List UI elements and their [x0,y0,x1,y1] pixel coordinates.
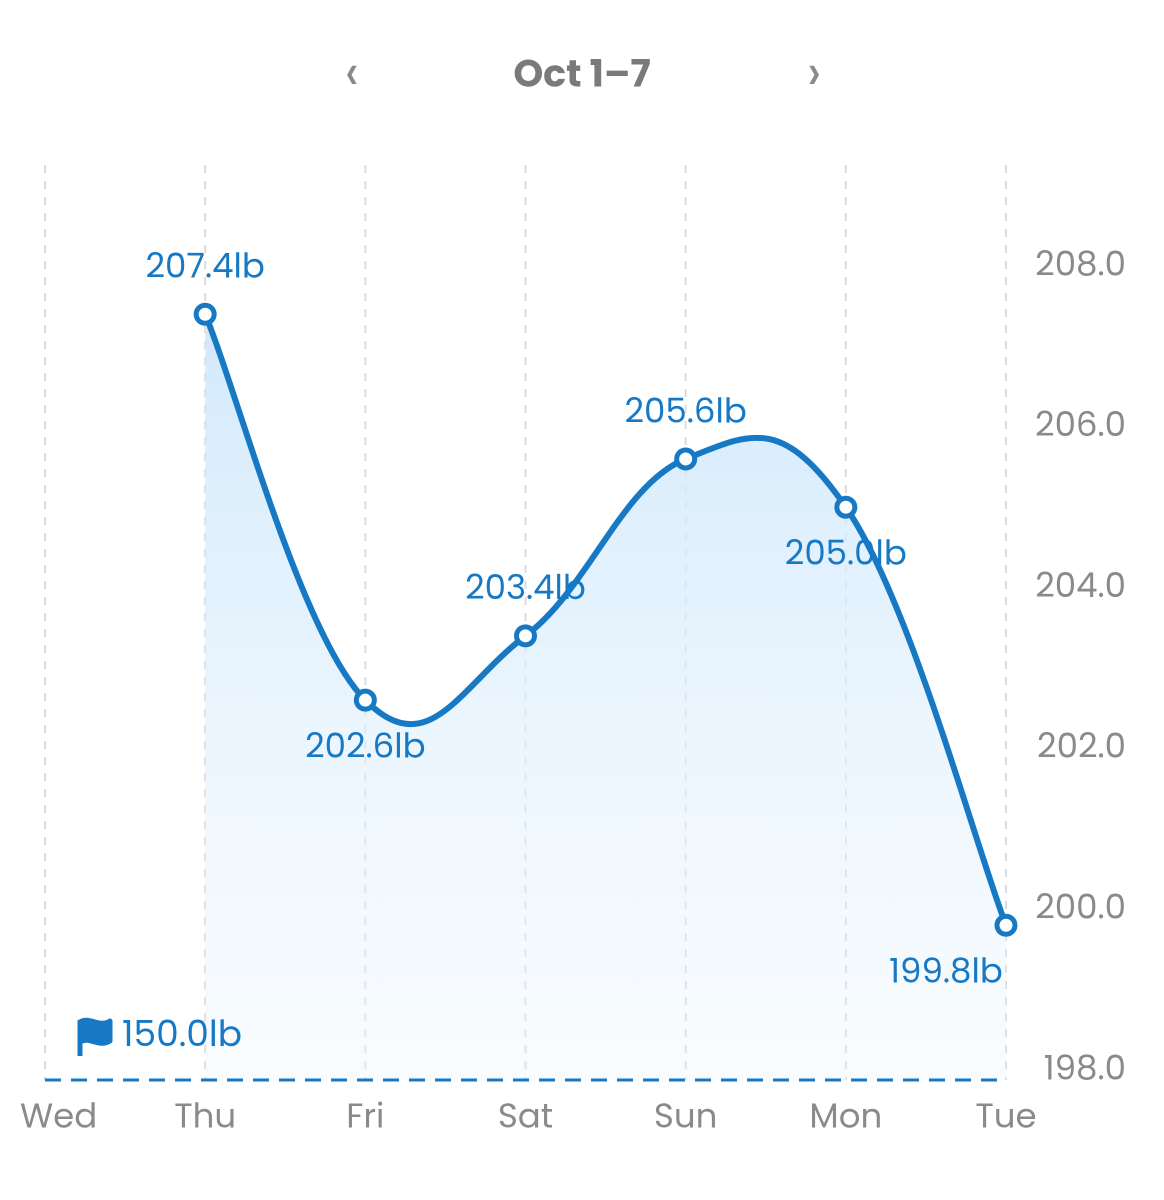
x-tick-label: Sat [498,1091,553,1139]
next-button[interactable]: › [807,36,822,109]
value-label: 199.8lb [889,947,1003,995]
data-point [994,913,1018,937]
x-tick-label: Sun [654,1091,717,1139]
x-tick-label: Wed [20,1091,97,1139]
data-point [514,624,537,648]
goal-flag-icon [77,1017,113,1056]
value-label: 205.6lb [624,386,746,434]
y-tick-label: 198.0 [1044,1043,1126,1091]
x-tick-label: Tue [975,1091,1036,1139]
goal-label: 150.0lb [122,1008,242,1059]
y-tick-label: 206.0 [1035,400,1126,448]
value-label: 207.4lb [145,242,264,290]
y-tick-label: 200.0 [1035,883,1126,931]
prev-button[interactable]: ‹ [345,36,360,109]
data-point [193,302,217,326]
value-label: 205.0lb [785,529,907,577]
y-tick-label: 208.0 [1035,239,1126,287]
value-label: 203.4lb [465,563,586,611]
y-tick-label: 204.0 [1035,561,1126,609]
data-point [353,688,377,712]
area-fill [205,314,1006,1080]
x-tick-label: Fri [346,1091,384,1139]
data-point [834,495,858,519]
weight-line [202,313,1009,927]
value-label: 202.6lb [305,721,426,769]
x-tick-label: Thu [174,1091,236,1139]
data-point [674,447,698,471]
y-tick-label: 202.0 [1037,722,1126,770]
x-tick-label: Mon [809,1091,882,1139]
date-range-title: Oct 1–7 [513,48,650,101]
